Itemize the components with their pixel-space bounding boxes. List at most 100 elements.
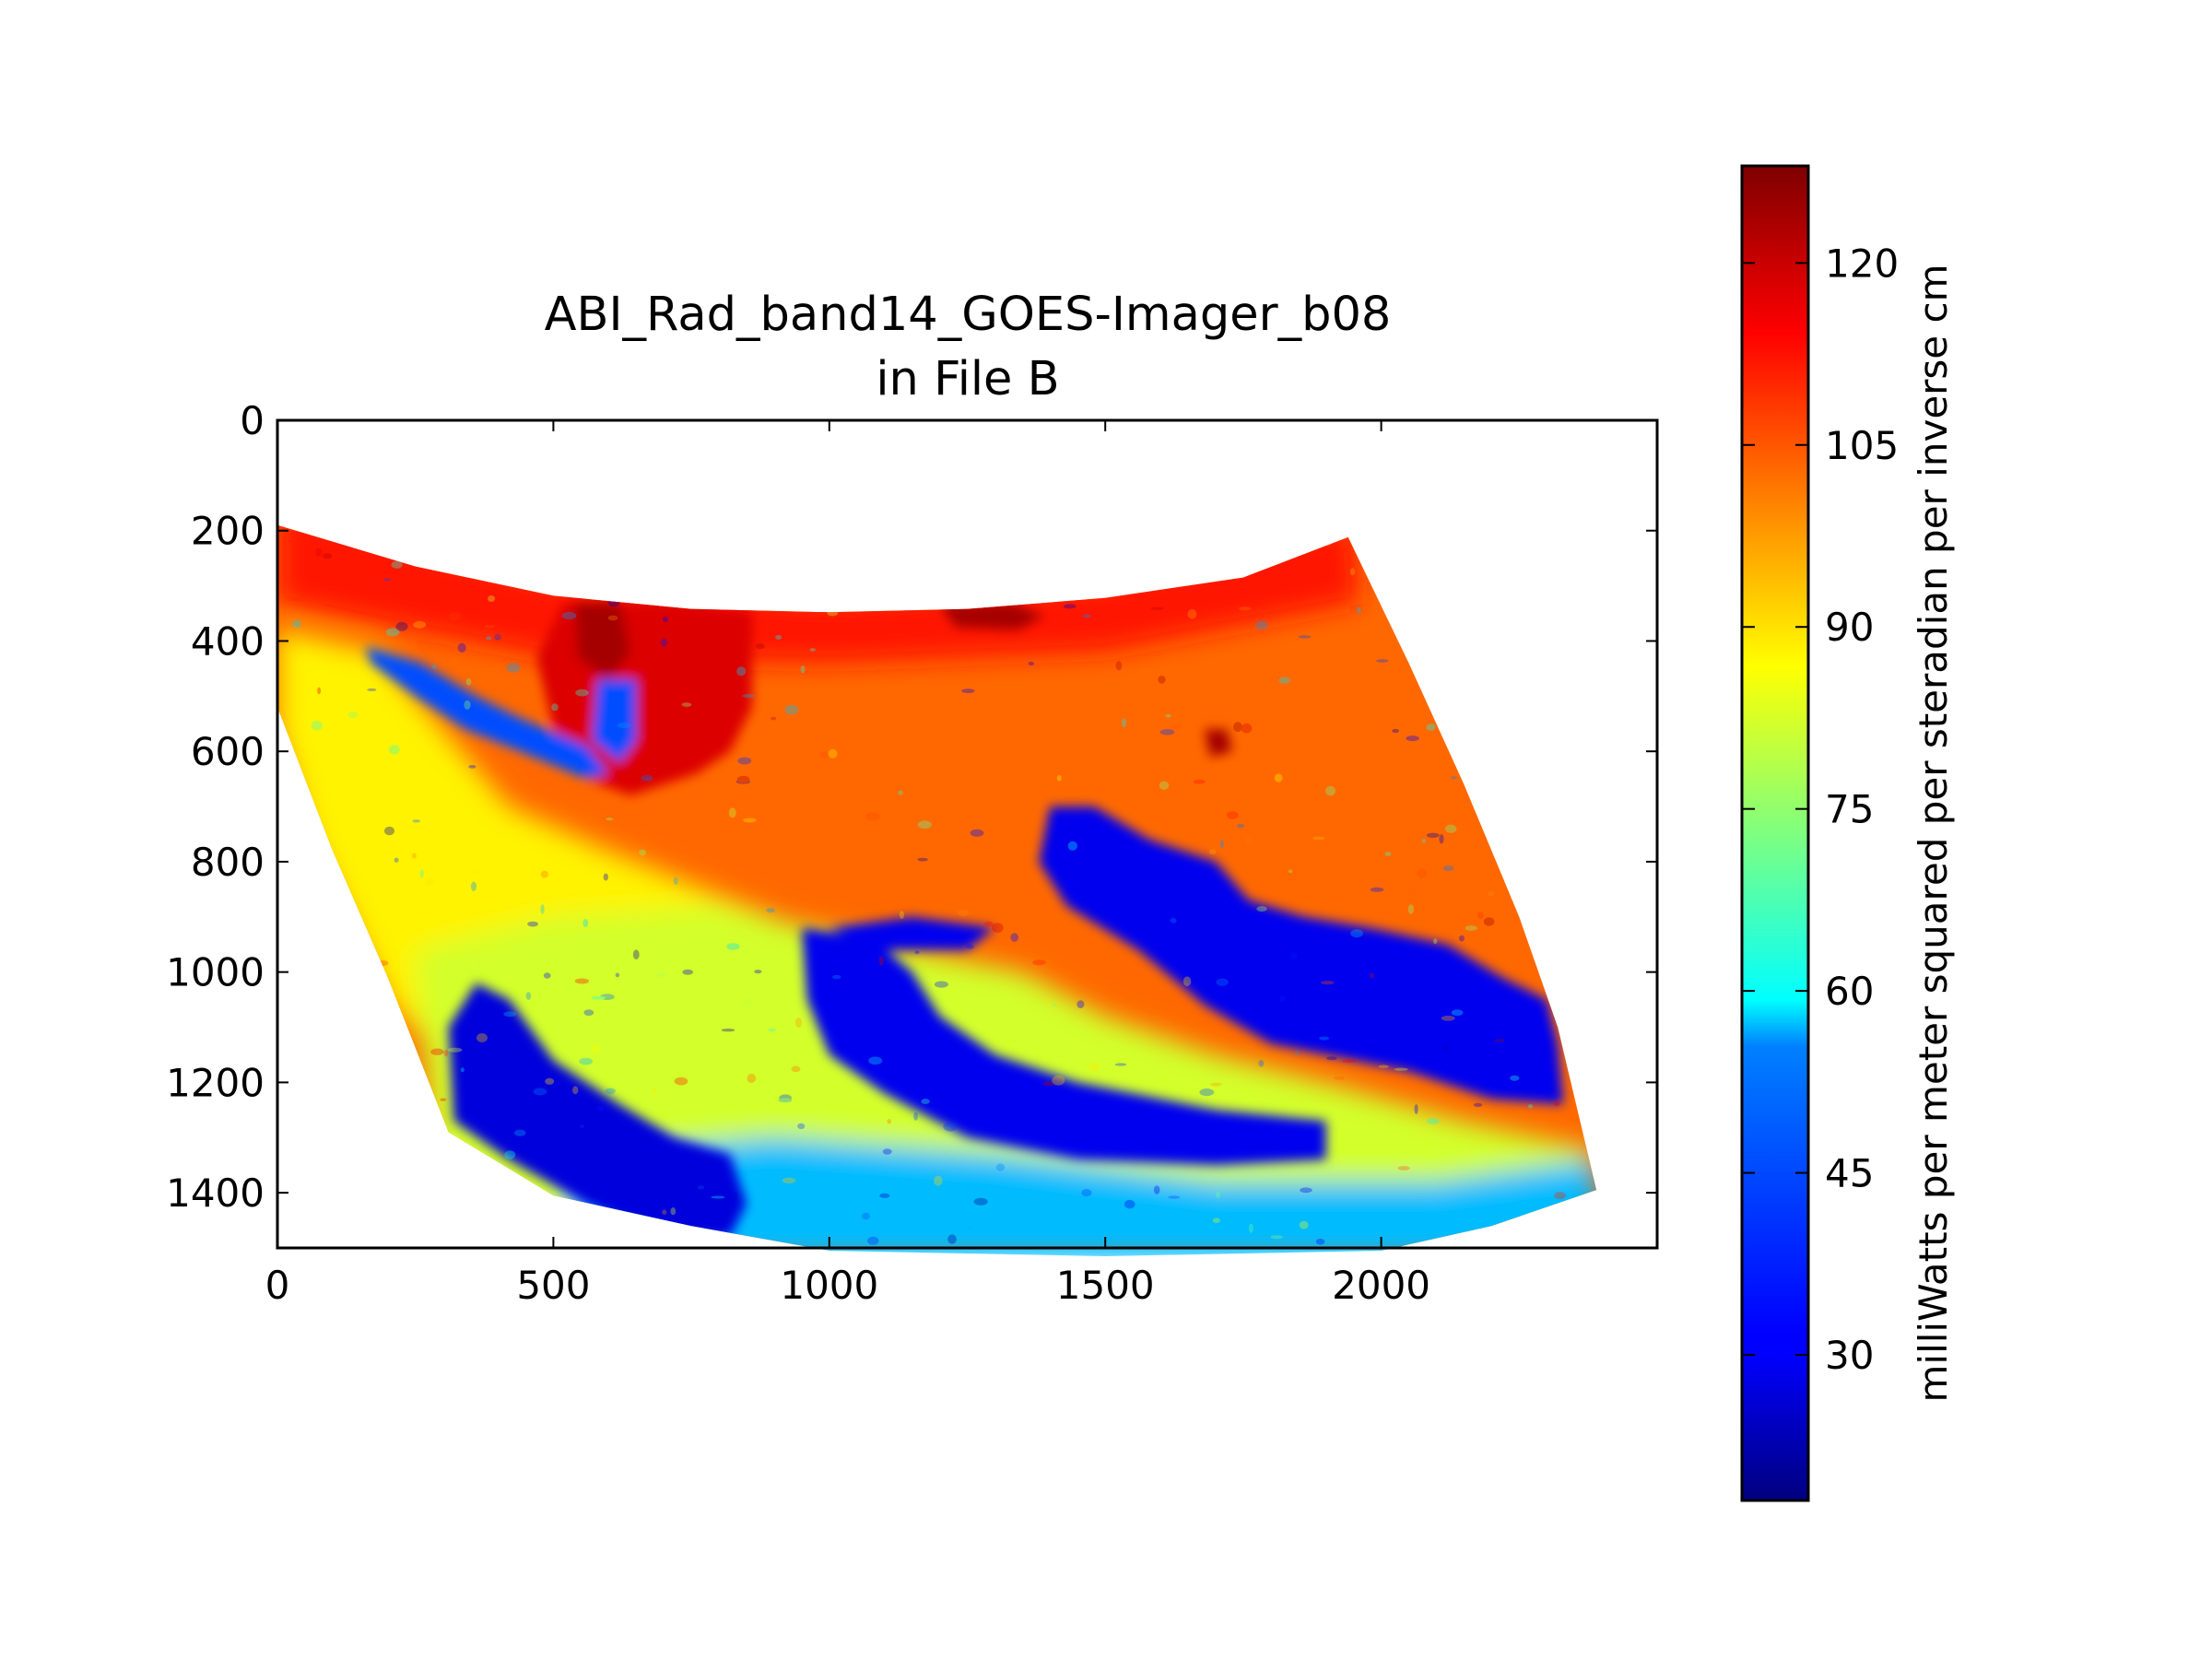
speckle bbox=[721, 1029, 735, 1032]
speckle bbox=[1485, 613, 1496, 617]
colorbar-tick-label: 120 bbox=[1825, 241, 1899, 286]
speckle bbox=[591, 1044, 600, 1053]
speckle bbox=[1445, 824, 1457, 833]
speckle bbox=[574, 978, 590, 984]
speckle bbox=[670, 1207, 677, 1216]
speckle bbox=[617, 722, 631, 729]
speckle bbox=[395, 621, 408, 631]
speckle bbox=[1529, 744, 1541, 753]
speckle bbox=[409, 537, 422, 547]
y-tick-label: 1200 bbox=[166, 1060, 265, 1105]
region-nw-streak bbox=[365, 646, 609, 780]
speckle bbox=[1212, 1218, 1220, 1223]
speckle bbox=[413, 620, 427, 629]
speckle bbox=[968, 1226, 973, 1230]
speckle bbox=[603, 873, 608, 881]
speckle bbox=[1569, 529, 1580, 540]
speckle bbox=[503, 1011, 516, 1018]
speckle bbox=[910, 534, 923, 541]
speckle bbox=[934, 1175, 943, 1186]
speckle bbox=[1483, 917, 1495, 926]
speckle bbox=[771, 716, 777, 721]
speckle bbox=[1114, 1063, 1127, 1066]
speckle bbox=[917, 820, 933, 830]
speckle bbox=[1082, 614, 1091, 618]
speckle bbox=[299, 913, 312, 918]
speckle bbox=[311, 885, 321, 889]
colorbar-tick-label: 45 bbox=[1825, 1151, 1874, 1196]
speckle bbox=[447, 1047, 463, 1053]
speckle bbox=[412, 819, 421, 823]
speckle bbox=[469, 1156, 480, 1166]
speckle bbox=[277, 752, 287, 762]
speckle bbox=[296, 1240, 310, 1247]
speckle bbox=[1279, 995, 1286, 1003]
speckle bbox=[1226, 811, 1239, 819]
speckle bbox=[743, 818, 757, 823]
speckle bbox=[1153, 1185, 1160, 1194]
speckle bbox=[647, 528, 660, 534]
speckle bbox=[865, 812, 880, 821]
speckle bbox=[809, 648, 817, 652]
speckle bbox=[545, 1077, 555, 1085]
speckle bbox=[1210, 1082, 1222, 1087]
speckle bbox=[469, 870, 479, 875]
x-tick-label: 0 bbox=[265, 1263, 290, 1308]
speckle bbox=[432, 665, 437, 669]
speckle bbox=[1216, 978, 1229, 986]
speckle bbox=[1382, 584, 1391, 594]
speckle bbox=[1245, 836, 1252, 846]
speckle bbox=[1258, 1060, 1265, 1067]
speckle bbox=[405, 1085, 413, 1094]
speckle bbox=[1584, 854, 1595, 862]
speckle bbox=[1138, 665, 1151, 675]
speckle bbox=[323, 553, 333, 559]
speckle bbox=[1370, 887, 1384, 892]
speckle bbox=[828, 748, 838, 759]
speckle bbox=[1326, 1056, 1337, 1061]
speckle bbox=[1032, 959, 1046, 966]
speckle bbox=[514, 1129, 526, 1136]
speckle bbox=[1451, 776, 1458, 780]
speckle bbox=[1312, 836, 1325, 841]
speckle bbox=[1518, 1110, 1525, 1114]
speckle bbox=[425, 877, 435, 886]
x-tick-label: 1500 bbox=[1056, 1263, 1155, 1308]
region-sw-cloud bbox=[448, 982, 747, 1237]
speckle bbox=[1498, 852, 1507, 855]
speckle bbox=[859, 535, 868, 546]
speckle bbox=[995, 1163, 1006, 1171]
speckle bbox=[470, 881, 477, 891]
colorbar-tick-label: 30 bbox=[1825, 1333, 1874, 1378]
speckle bbox=[641, 774, 653, 782]
speckle bbox=[882, 1148, 892, 1155]
speckle bbox=[1421, 839, 1426, 843]
speckle bbox=[1494, 1039, 1505, 1042]
speckle bbox=[766, 908, 775, 913]
speckle bbox=[385, 628, 400, 637]
y-axis: 0 200 400 600 800 1000 1200 1400 bbox=[166, 398, 1657, 1216]
speckle bbox=[899, 911, 905, 919]
speckle bbox=[1585, 832, 1596, 842]
speckle bbox=[591, 995, 606, 1000]
speckle bbox=[503, 564, 518, 569]
speckle bbox=[741, 997, 754, 1007]
speckle bbox=[1115, 661, 1123, 671]
speckle bbox=[1063, 604, 1077, 609]
colorbar-gradient bbox=[1740, 164, 1810, 1502]
speckle bbox=[1414, 1104, 1418, 1114]
speckle bbox=[440, 538, 444, 545]
x-tick-label: 2000 bbox=[1332, 1263, 1430, 1308]
speckle bbox=[756, 643, 765, 650]
speckle bbox=[691, 569, 698, 576]
speckle bbox=[525, 992, 531, 1000]
speckle bbox=[606, 818, 614, 821]
speckle bbox=[1433, 938, 1438, 945]
speckle bbox=[1182, 976, 1192, 987]
speckle bbox=[898, 790, 903, 795]
speckle bbox=[1056, 775, 1062, 782]
speckle bbox=[1551, 534, 1562, 539]
speckle bbox=[1426, 832, 1440, 838]
speckle bbox=[784, 704, 799, 715]
